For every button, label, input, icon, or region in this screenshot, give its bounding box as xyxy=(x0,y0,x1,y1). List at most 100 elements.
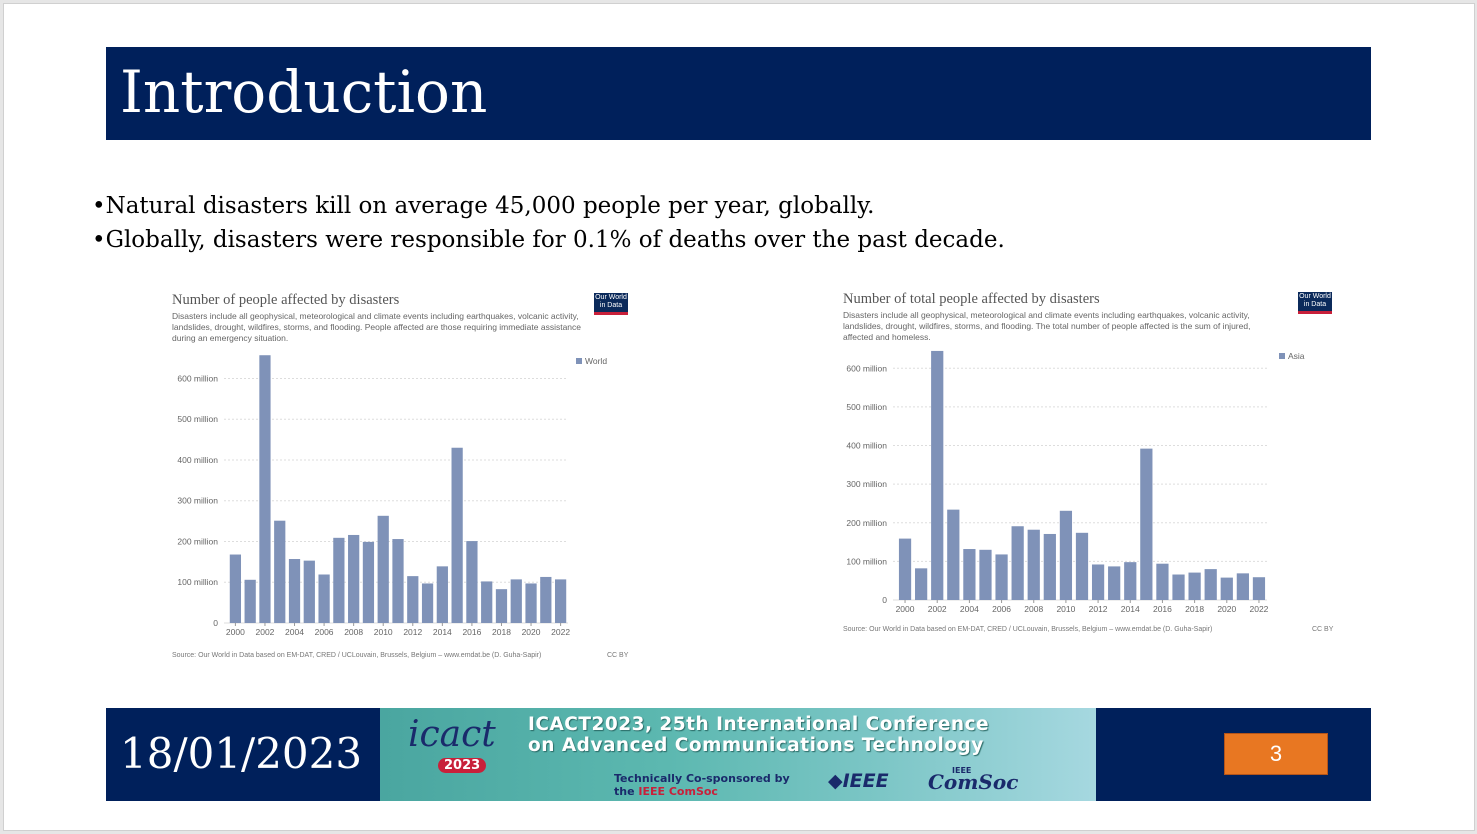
y-tick-label: 600 million xyxy=(177,373,218,383)
owid-logo: Our World in Data xyxy=(1298,292,1332,314)
bullet-item: •Natural disasters kill on average 45,00… xyxy=(92,193,875,219)
bar-2018 xyxy=(495,589,508,623)
bar-2000 xyxy=(898,538,912,600)
slide-title: Introduction xyxy=(120,58,488,126)
owid-logo: Our World in Data xyxy=(594,293,628,315)
bar-2013 xyxy=(1108,566,1121,600)
conference-title-line1: ICACT2023, 25th International Conference xyxy=(528,714,990,735)
x-tick-label: 2004 xyxy=(285,627,304,637)
icact-logo-text: icact xyxy=(408,714,496,755)
sponsor-line1: Technically Co-sponsored by xyxy=(614,772,790,785)
bar-2011 xyxy=(392,539,404,623)
bar-2009 xyxy=(362,541,375,623)
slide-date: 18/01/2023 xyxy=(120,729,363,778)
conference-title-line2: on Advanced Communications Technology xyxy=(528,735,984,756)
bar-2014 xyxy=(1124,562,1137,600)
sponsor-line2-prefix: the xyxy=(614,785,639,798)
owid-logo-line1: Our World xyxy=(1299,293,1331,300)
icact-logo-year: 2023 xyxy=(438,758,487,773)
bar-2007 xyxy=(333,537,345,623)
y-tick-label: 400 million xyxy=(846,441,887,451)
chart-total-people-affected-asia: Number of total people affected by disas… xyxy=(843,291,1343,641)
bar-2013 xyxy=(421,583,434,623)
bar-2021 xyxy=(540,576,552,623)
bar-2008 xyxy=(348,534,360,623)
ieee-logo: ◆IEEE xyxy=(828,770,889,792)
x-tick-label: 2014 xyxy=(1121,604,1140,614)
x-tick-label: 2002 xyxy=(255,627,274,637)
bar-2002 xyxy=(259,355,271,623)
page-number: 3 xyxy=(1224,733,1328,775)
y-tick-label: 500 million xyxy=(846,402,887,412)
bar-2012 xyxy=(407,576,419,623)
y-tick-label: 300 million xyxy=(846,479,887,489)
bar-2002 xyxy=(931,350,944,600)
owid-logo-line1: Our World xyxy=(595,294,627,301)
chart-title: Number of total people affected by disas… xyxy=(843,291,1100,307)
x-tick-label: 2018 xyxy=(492,627,511,637)
y-tick-label: 600 million xyxy=(846,363,887,373)
chart-source: Source: Our World in Data based on EM-DA… xyxy=(172,652,542,659)
bar-2006 xyxy=(318,574,330,623)
bar-2019 xyxy=(1204,569,1217,600)
x-tick-label: 2012 xyxy=(1089,604,1108,614)
x-tick-label: 2006 xyxy=(992,604,1011,614)
x-tick-label: 2010 xyxy=(1056,604,1075,614)
title-bar: Introduction xyxy=(106,47,1371,140)
comsoc-logo: ComSoc xyxy=(928,770,1019,794)
x-tick-label: 2000 xyxy=(896,604,915,614)
x-tick-label: 2020 xyxy=(522,627,541,637)
bar-2022 xyxy=(554,579,567,623)
chart-license: CC BY xyxy=(607,652,629,659)
x-tick-label: 2004 xyxy=(960,604,979,614)
y-tick-label: 200 million xyxy=(846,518,887,528)
icact-logo: icact 2023 xyxy=(398,714,496,792)
x-tick-label: 2022 xyxy=(551,627,570,637)
x-tick-label: 2018 xyxy=(1185,604,1204,614)
bar-2001 xyxy=(915,568,928,600)
x-tick-label: 2022 xyxy=(1249,604,1268,614)
chart-subtitle: Disasters include all geophysical, meteo… xyxy=(843,310,1251,342)
bar-2005 xyxy=(303,560,315,623)
conference-banner: icact 2023 ICACT2023, 25th International… xyxy=(380,708,1096,801)
bar-2011 xyxy=(1075,532,1089,600)
owid-logo-line2: in Data xyxy=(599,302,623,309)
chart-license: CC BY xyxy=(1312,626,1334,633)
bar-2001 xyxy=(244,579,256,623)
x-tick-label: 2006 xyxy=(315,627,334,637)
x-tick-label: 2008 xyxy=(344,627,363,637)
bar-2003 xyxy=(274,520,286,623)
legend-swatch xyxy=(1279,353,1285,359)
y-tick-label: 200 million xyxy=(177,536,218,546)
bar-2015 xyxy=(1140,448,1153,600)
bar-2010 xyxy=(377,515,389,623)
x-tick-label: 2016 xyxy=(1153,604,1172,614)
x-tick-label: 2002 xyxy=(928,604,947,614)
x-tick-label: 2010 xyxy=(374,627,393,637)
sponsor-line2: the IEEE ComSoc xyxy=(614,785,718,798)
x-tick-label: 2012 xyxy=(403,627,422,637)
owid-logo-line2: in Data xyxy=(1303,301,1327,308)
y-tick-label: 100 million xyxy=(846,556,887,566)
x-tick-label: 2000 xyxy=(226,627,245,637)
bar-2018 xyxy=(1188,572,1201,600)
chart-plot: 0 100 million 200 million 300 million 400 mi… xyxy=(846,350,1305,614)
legend-label: Asia xyxy=(1288,351,1305,361)
slide: Introduction •Natural disasters kill on … xyxy=(3,3,1475,831)
bullet-list: •Natural disasters kill on average 45,00… xyxy=(92,189,1005,257)
chart-subtitle: Disasters include all geophysical, meteo… xyxy=(172,311,582,343)
y-tick-label: 300 million xyxy=(177,496,218,506)
bar-2017 xyxy=(1172,574,1185,600)
bar-2020 xyxy=(1220,577,1233,600)
bar-2016 xyxy=(466,541,478,623)
legend-label: World xyxy=(585,356,607,366)
x-tick-label: 2020 xyxy=(1217,604,1236,614)
chart-source: Source: Our World in Data based on EM-DA… xyxy=(843,626,1213,633)
chart-people-affected-world: Number of people affected by disasters D… xyxy=(172,292,637,667)
comsoc-logo-sup: IEEE xyxy=(952,766,972,775)
footer-bar: 18/01/2023 icact 2023 ICACT2023, 25th In… xyxy=(106,708,1371,801)
sponsor-line2-org: IEEE ComSoc xyxy=(638,785,718,798)
bar-2007 xyxy=(1011,526,1024,600)
bar-2000 xyxy=(229,554,242,623)
bar-2017 xyxy=(481,581,493,623)
